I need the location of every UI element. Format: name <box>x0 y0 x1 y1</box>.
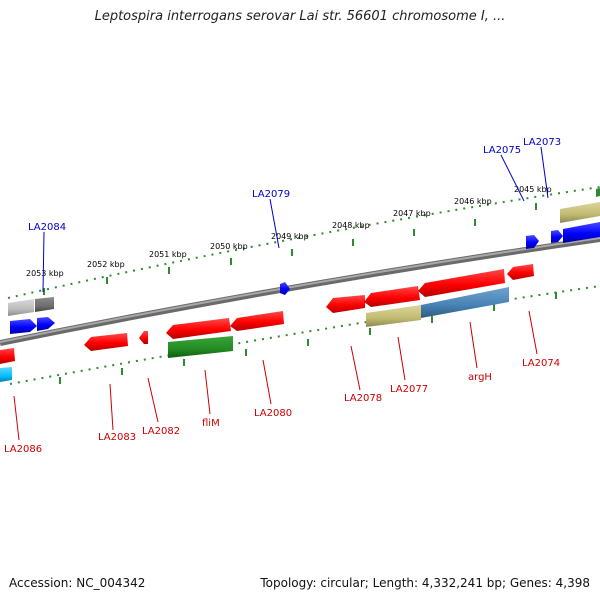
callout-la2080 <box>262 359 272 405</box>
gene-flim-red[interactable] <box>166 318 231 339</box>
gene-label-la2079[interactable]: LA2079 <box>252 189 290 200</box>
gene-green-edge[interactable] <box>596 188 600 197</box>
gene-la2075[interactable] <box>526 235 539 249</box>
inner-major-ticks <box>59 292 557 384</box>
gene-label-argh[interactable]: argH <box>468 372 492 383</box>
gene-flim[interactable] <box>168 336 233 358</box>
chromosome-backbone <box>0 236 600 346</box>
callout-la2074 <box>528 310 538 355</box>
gene-argh[interactable] <box>421 287 509 318</box>
outer-major-ticks <box>43 203 537 295</box>
gene-label-la2084[interactable]: LA2084 <box>28 222 66 233</box>
callout-la2073 <box>540 146 549 199</box>
gene-label-la2074[interactable]: LA2074 <box>522 358 560 369</box>
gene-argh-red[interactable] <box>418 269 505 297</box>
gene-cyan[interactable] <box>0 367 12 382</box>
gene-la2077[interactable] <box>366 305 421 327</box>
gene-la2084-dark[interactable] <box>35 297 54 312</box>
gene-la2086[interactable] <box>0 348 15 364</box>
reverse-genes <box>0 264 534 382</box>
gene-label-la2086[interactable]: LA2086 <box>4 444 42 455</box>
scale-label-2048: 2048 kbp <box>332 221 370 230</box>
gene-blue-large[interactable] <box>563 222 600 243</box>
callout-argh <box>469 321 478 369</box>
gene-label-la2075[interactable]: LA2075 <box>483 145 521 156</box>
callout-la2075 <box>500 154 525 202</box>
gene-label-la2077[interactable]: LA2077 <box>390 384 428 395</box>
gene-la2079[interactable] <box>280 282 290 295</box>
topology-text: Topology: circular; Length: 4,332,241 bp… <box>260 576 590 590</box>
scale-label-2046: 2046 kbp <box>454 197 492 206</box>
gene-la2078[interactable] <box>326 295 365 313</box>
callout-flim <box>204 369 211 415</box>
gene-label-la2080[interactable]: LA2080 <box>254 408 292 419</box>
gene-la2077-red[interactable] <box>364 286 420 307</box>
gene-la2083[interactable] <box>84 333 128 351</box>
scale-label-2049: 2049 kbp <box>271 232 309 241</box>
scale-label-2053: 2053 kbp <box>26 269 64 278</box>
inner-scale-line <box>9 285 600 385</box>
gene-la2073[interactable] <box>551 230 563 243</box>
callout-la2082 <box>147 377 159 423</box>
gene-la2074[interactable] <box>507 264 534 280</box>
gene-label-la2073[interactable]: LA2073 <box>523 137 561 148</box>
gene-label-la2082[interactable]: LA2082 <box>142 426 180 437</box>
chromosome-backbone-highlight <box>0 237 600 343</box>
gene-label-la2083[interactable]: LA2083 <box>98 432 136 443</box>
scale-label-2045: 2045 kbp <box>514 185 552 194</box>
scale-label-2050: 2050 kbp <box>210 242 248 251</box>
callout-la2077 <box>397 336 406 381</box>
callout-lines <box>13 146 549 441</box>
gene-la2082[interactable] <box>139 331 148 344</box>
gene-olive-top[interactable] <box>560 202 600 223</box>
scale-label-2051: 2051 kbp <box>149 250 187 259</box>
gene-la2084-gray[interactable] <box>8 299 34 316</box>
gene-label-la2078[interactable]: LA2078 <box>344 393 382 404</box>
scale-label-2047: 2047 kbp <box>393 209 431 218</box>
callout-la2084 <box>42 231 45 293</box>
gene-la2084[interactable] <box>10 319 37 334</box>
gene-blue-small-a[interactable] <box>37 317 55 331</box>
map-title: Leptospira interrogans serovar Lai str. … <box>94 9 506 24</box>
gene-la2080[interactable] <box>230 311 284 331</box>
outer-scale-line <box>7 186 600 299</box>
callout-la2079 <box>269 198 280 249</box>
scale-label-2052: 2052 kbp <box>87 260 125 269</box>
accession-text: Accession: NC_004342 <box>9 576 146 590</box>
callout-la2086 <box>13 395 20 441</box>
gene-label-flim[interactable]: fliM <box>202 418 220 429</box>
forward-genes <box>8 188 600 334</box>
callout-la2083 <box>109 383 114 431</box>
callout-la2078 <box>350 345 361 391</box>
